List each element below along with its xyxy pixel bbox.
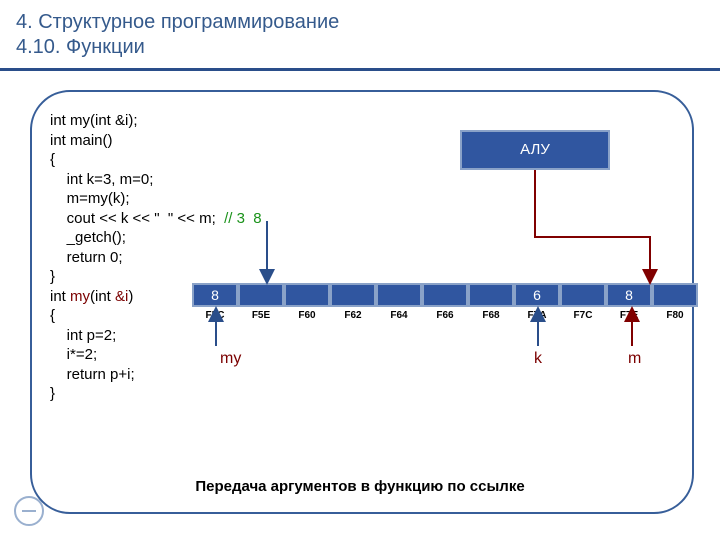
header-underline (0, 68, 720, 71)
mem-cell (330, 283, 376, 307)
mem-cell: 8 (606, 283, 652, 307)
mem-cell (468, 283, 514, 307)
title-line1: 4. Структурное программирование (16, 11, 339, 33)
mem-cell: 8 (192, 283, 238, 307)
slide-title: 4. Структурное программирование 4.10. Фу… (16, 10, 720, 60)
alu-box: АЛУ (460, 130, 610, 170)
addr-cell: F66 (422, 310, 468, 321)
address-row: F5C F5E F60 F62 F64 F66 F68 F7A F7C F7E … (192, 310, 698, 321)
mem-cell (422, 283, 468, 307)
addr-cell: F7A (514, 310, 560, 321)
addr-cell: F60 (284, 310, 330, 321)
mem-cell (560, 283, 606, 307)
alu-label: АЛУ (520, 141, 550, 158)
title-line2: 4.10. Функции (16, 36, 145, 58)
label-k: k (534, 350, 542, 368)
mem-cell (652, 283, 698, 307)
label-my: my (220, 350, 241, 368)
addr-cell: F5E (238, 310, 284, 321)
mem-cell (284, 283, 330, 307)
addr-cell: F7E (606, 310, 652, 321)
addr-cell: F68 (468, 310, 514, 321)
mem-cell: 6 (514, 283, 560, 307)
addr-cell: F64 (376, 310, 422, 321)
mem-cell (238, 283, 284, 307)
addr-cell: F7C (560, 310, 606, 321)
memory-row: 8 6 8 (192, 283, 698, 307)
addr-cell: F5C (192, 310, 238, 321)
addr-cell: F80 (652, 310, 698, 321)
label-m: m (628, 350, 641, 368)
mem-cell (376, 283, 422, 307)
addr-cell: F62 (330, 310, 376, 321)
nav-icon[interactable] (14, 496, 44, 526)
slide-caption: Передача аргументов в функцию по ссылке (0, 478, 720, 495)
